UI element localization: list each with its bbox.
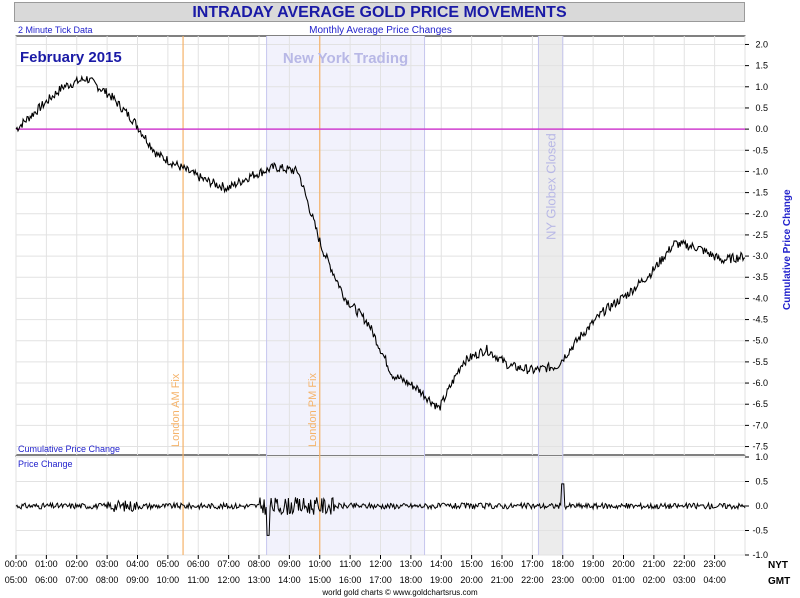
nyt-tick-label: 19:00 xyxy=(582,559,605,569)
nyt-tick-label: 09:00 xyxy=(278,559,301,569)
gmt-tick-label: 08:00 xyxy=(96,575,119,585)
gmt-tick-label: 17:00 xyxy=(369,575,392,585)
main-y-tick-label: -5.5 xyxy=(752,357,768,367)
nyt-tick-label: 22:00 xyxy=(673,559,696,569)
sub-y-tick-label: 1.0 xyxy=(755,452,768,462)
gmt-tick-label: 14:00 xyxy=(278,575,301,585)
corner-note: 2 Minute Tick Data xyxy=(18,25,93,35)
main-y-tick-label: -6.5 xyxy=(752,399,768,409)
main-y-tick-label: -1.0 xyxy=(752,166,768,176)
london-am-fix-label: London AM Fix xyxy=(170,373,182,447)
nyt-tick-label: 04:00 xyxy=(126,559,149,569)
nyt-tick-label: 14:00 xyxy=(430,559,453,569)
nyt-tick-label: 08:00 xyxy=(248,559,271,569)
chart-title-bar: INTRADAY AVERAGE GOLD PRICE MOVEMENTS xyxy=(14,2,745,22)
gmt-tick-label: 02:00 xyxy=(643,575,666,585)
gmt-tick-label: 11:00 xyxy=(187,575,209,585)
globex-closed-band xyxy=(538,36,563,455)
nyt-tick-label: 20:00 xyxy=(612,559,635,569)
london-pm-fix-label: London PM Fix xyxy=(307,373,319,447)
gmt-tick-label: 06:00 xyxy=(35,575,58,585)
main-y-tick-label: -3.5 xyxy=(752,272,768,282)
gmt-tick-label: 23:00 xyxy=(551,575,574,585)
nyt-tick-label: 15:00 xyxy=(460,559,483,569)
nyt-tick-label: 02:00 xyxy=(65,559,88,569)
nyt-tick-label: 23:00 xyxy=(703,559,726,569)
main-y-tick-label: -7.5 xyxy=(752,442,768,452)
gmt-tick-label: 13:00 xyxy=(248,575,271,585)
main-y-tick-label: -5.0 xyxy=(752,336,768,346)
chart-title: INTRADAY AVERAGE GOLD PRICE MOVEMENTS xyxy=(192,4,567,21)
nyt-tick-label: 07:00 xyxy=(217,559,240,569)
gmt-tick-label: 07:00 xyxy=(65,575,88,585)
main-y-tick-label: 1.5 xyxy=(755,61,768,71)
nyt-tick-label: 18:00 xyxy=(551,559,574,569)
sub-y-tick-label: -0.5 xyxy=(752,526,768,536)
main-y-tick-label: -4.0 xyxy=(752,293,768,303)
main-y-tick-label: 0.5 xyxy=(755,103,768,113)
sub-y-tick-label: 0.0 xyxy=(755,501,768,511)
main-y-tick-label: -3.0 xyxy=(752,251,768,261)
gmt-tick-label: 21:00 xyxy=(491,575,514,585)
sub-panel-title: Price Change xyxy=(18,459,73,469)
gmt-tick-label: 09:00 xyxy=(126,575,149,585)
gmt-tick-label: 00:00 xyxy=(582,575,605,585)
period-label: February 2015 xyxy=(20,49,122,66)
main-y-tick-label: -4.5 xyxy=(752,315,768,325)
main-panel-bottom-label: Cumulative Price Change xyxy=(18,444,120,454)
chart-subtitle: Monthly Average Price Changes xyxy=(309,25,452,36)
main-y-tick-label: -0.5 xyxy=(752,145,768,155)
main-y-tick-label: -1.5 xyxy=(752,188,768,198)
gmt-tick-label: 22:00 xyxy=(521,575,544,585)
gmt-tick-label: 15:00 xyxy=(308,575,331,585)
sub-y-tick-label: -1.0 xyxy=(752,550,768,560)
ny-trading-band xyxy=(266,36,425,455)
main-y-tick-label: 2.0 xyxy=(755,39,768,49)
globex-closed-label: NY Globex Closed xyxy=(544,133,559,240)
nyt-tick-label: 06:00 xyxy=(187,559,210,569)
nyt-tick-label: 12:00 xyxy=(369,559,392,569)
nyt-tick-label: 16:00 xyxy=(491,559,514,569)
price-change-line xyxy=(15,483,746,536)
nyt-tick-label: 13:00 xyxy=(400,559,423,569)
gmt-tick-label: 19:00 xyxy=(430,575,453,585)
gmt-tick-label: 12:00 xyxy=(217,575,240,585)
ny-trading-label: New York Trading xyxy=(283,50,408,67)
gmt-tick-label: 04:00 xyxy=(703,575,726,585)
gmt-tick-label: 01:00 xyxy=(612,575,635,585)
nyt-tick-label: 05:00 xyxy=(157,559,180,569)
gmt-tick-label: 20:00 xyxy=(460,575,483,585)
nyt-tick-label: 10:00 xyxy=(308,559,331,569)
main-y-tick-label: -7.0 xyxy=(752,420,768,430)
footer-credit: world gold charts © www.goldchartsrus.co… xyxy=(321,588,478,597)
gmt-tick-label: 03:00 xyxy=(673,575,696,585)
gmt-tick-label: 18:00 xyxy=(400,575,423,585)
nyt-axis-label: NYT xyxy=(768,560,788,571)
gmt-tick-label: 05:00 xyxy=(5,575,28,585)
nyt-tick-label: 11:00 xyxy=(339,559,361,569)
main-y-tick-label: 0.0 xyxy=(755,124,768,134)
y-axis-label: Cumulative Price Change xyxy=(782,189,793,310)
cumulative-price-line xyxy=(15,74,745,411)
nyt-tick-label: 00:00 xyxy=(5,559,28,569)
main-y-tick-label: -6.0 xyxy=(752,378,768,388)
nyt-tick-label: 21:00 xyxy=(643,559,666,569)
gmt-tick-label: 10:00 xyxy=(157,575,180,585)
nyt-tick-label: 03:00 xyxy=(96,559,119,569)
main-y-tick-label: -2.5 xyxy=(752,230,768,240)
main-y-tick-label: -2.0 xyxy=(752,209,768,219)
gmt-axis-label: GMT xyxy=(768,576,790,587)
nyt-tick-label: 01:00 xyxy=(35,559,58,569)
gmt-tick-label: 16:00 xyxy=(339,575,362,585)
main-y-tick-label: 1.0 xyxy=(755,82,768,92)
sub-y-tick-label: 0.5 xyxy=(755,477,768,487)
nyt-tick-label: 17:00 xyxy=(521,559,544,569)
